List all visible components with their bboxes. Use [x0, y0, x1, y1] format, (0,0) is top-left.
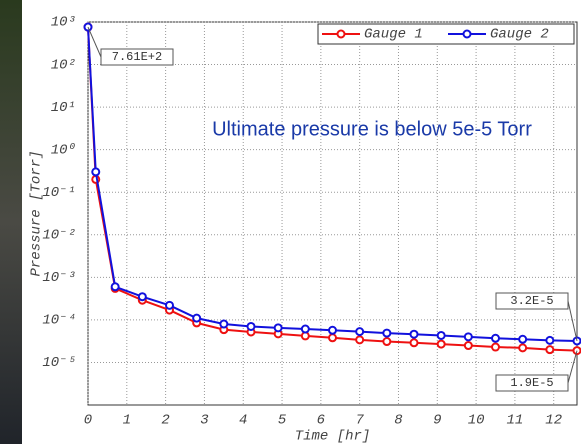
data-point: [409, 338, 419, 348]
x-tick-label: 0: [84, 413, 92, 429]
annotation-label: 1.9E-5: [510, 376, 553, 390]
data-point: [300, 324, 310, 334]
data-point: [436, 330, 446, 340]
x-tick-label: 7: [355, 413, 364, 429]
x-tick-label: 5: [278, 413, 287, 429]
data-point: [382, 337, 392, 347]
y-tick-label: 10⁻⁵: [42, 355, 76, 371]
data-point: [328, 333, 337, 343]
x-tick-label: 3: [200, 413, 208, 429]
y-axis-label: Pressure [Torr]: [29, 150, 45, 276]
x-tick-label: 4: [239, 413, 247, 429]
x-axis-label: Time [hr]: [295, 429, 371, 444]
data-point: [491, 342, 500, 352]
legend-marker: [336, 29, 346, 39]
series-line: [87, 26, 578, 352]
x-tick-label: 9: [433, 413, 441, 429]
annotation-label: 3.2E-5: [510, 294, 553, 308]
annotation-box: [100, 48, 174, 66]
data-point: [328, 325, 337, 335]
x-tick-label: 1: [123, 413, 131, 429]
data-point: [491, 333, 500, 343]
data-point: [110, 282, 120, 292]
legend-box: [317, 23, 575, 45]
data-point: [463, 332, 473, 342]
data-point: [518, 334, 528, 344]
photo-background: [0, 0, 22, 444]
annotation: Ultimate pressure is below 5e-5 Torr: [212, 118, 532, 140]
x-tick-label: 11: [506, 413, 523, 429]
data-point: [91, 167, 101, 177]
annotation-leader: [567, 300, 578, 342]
data-point: [355, 335, 365, 345]
y-tick-label: 10⁻³: [42, 270, 76, 286]
series-line: [87, 26, 578, 342]
data-point: [246, 321, 256, 331]
data-point: [382, 328, 392, 338]
annotation-label: 7.61E+2: [112, 50, 162, 64]
data-point: [165, 300, 174, 310]
data-point: [192, 313, 202, 323]
legend-label: Gauge 1: [364, 27, 423, 43]
y-tick-label: 10⁰: [51, 142, 76, 158]
annotation-leader: [87, 26, 102, 58]
x-tick-label: 10: [468, 413, 485, 429]
x-tick-label: 8: [394, 413, 402, 429]
data-point: [436, 339, 446, 349]
data-point: [137, 292, 147, 302]
data-point: [463, 341, 473, 351]
annotation-box: [495, 292, 569, 310]
legend-label: Gauge 2: [490, 27, 549, 43]
x-tick-label: 2: [161, 413, 169, 429]
y-tick-label: 10¹: [51, 100, 76, 116]
legend-marker: [462, 29, 472, 39]
annotation-box: [495, 374, 569, 392]
data-point: [409, 329, 419, 339]
x-tick-label: 6: [317, 413, 325, 429]
data-point: [518, 343, 528, 353]
y-tick-label: 10⁻²: [42, 227, 76, 243]
x-tick-label: 12: [545, 413, 562, 429]
y-tick-label: 10⁻⁴: [42, 313, 76, 329]
data-point: [545, 335, 555, 345]
y-tick-label: 10²: [51, 57, 76, 73]
data-point: [219, 319, 229, 329]
y-tick-label: 10⁻¹: [42, 185, 76, 201]
data-point: [273, 323, 283, 333]
y-tick-label: 10³: [51, 15, 76, 31]
data-point: [355, 327, 365, 337]
data-point: [545, 345, 555, 355]
annotation-leader: [567, 350, 578, 384]
